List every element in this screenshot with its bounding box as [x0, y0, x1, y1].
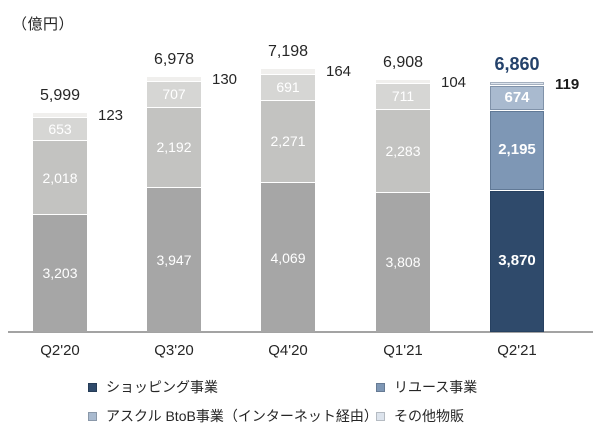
segment-value-label: 2,283 — [385, 142, 421, 159]
segment-value-label: 3,203 — [42, 265, 78, 282]
other-segment-value-label: 164 — [326, 63, 352, 81]
legend: ショッピング事業 リユース事業 アスクル BtoB事業（インターネット経由） そ… — [88, 377, 477, 426]
x-axis-label: Q3'20 — [154, 342, 194, 359]
y-axis-unit-label: （億円） — [12, 16, 75, 33]
bar-segment — [261, 69, 315, 76]
other-segment-value-label: 104 — [441, 73, 467, 91]
bar-Q2'21: 674 2,195 3,870 — [490, 81, 544, 332]
segment-value-label: 674 — [504, 88, 530, 106]
bar-segment: 2,271 — [261, 100, 315, 184]
bar-segment: 2,195 — [490, 110, 544, 191]
segment-value-label: 4,069 — [270, 249, 306, 266]
segment-value-label: 3,808 — [385, 254, 421, 271]
bar-segment: 711 — [376, 83, 430, 110]
bar-segment: 3,947 — [147, 187, 201, 332]
bar-segment — [147, 77, 201, 83]
bar-Q3'20: 707 2,192 3,947 — [147, 77, 201, 332]
legend-color-swatch — [376, 382, 385, 392]
segment-value-label: 2,018 — [42, 169, 78, 186]
legend-color-swatch — [88, 382, 97, 392]
other-segment-value-label: 119 — [555, 75, 580, 93]
legend-color-swatch — [376, 411, 385, 421]
segment-value-label: 653 — [48, 120, 72, 137]
bar-segment: 707 — [147, 82, 201, 108]
bar-total-label: 6,908 — [382, 53, 424, 71]
segment-value-label: 2,195 — [498, 141, 536, 159]
bar-total-label: 6,978 — [153, 51, 195, 69]
bar-segment: 2,283 — [376, 109, 430, 193]
legend-label: その他物販 — [394, 408, 464, 424]
bar-segment: 3,808 — [376, 192, 430, 332]
bar-segment: 3,203 — [33, 215, 87, 332]
bar-total-label: 6,860 — [494, 53, 540, 74]
bar-segment: 2,018 — [33, 141, 87, 216]
legend-color-swatch — [88, 411, 97, 421]
x-axis-line — [8, 331, 593, 333]
bar-segment — [490, 81, 544, 86]
other-segment-value-label: 123 — [98, 107, 124, 125]
bar-total-label: 5,999 — [39, 87, 81, 105]
segment-value-label: 2,271 — [270, 133, 306, 150]
legend-item-reuse: リユース事業 — [376, 377, 477, 397]
legend-item-askul-btob: アスクル BtoB事業（インターネット経由） — [88, 406, 378, 426]
bar-segment — [376, 79, 430, 84]
bar-segment: 653 — [33, 117, 87, 142]
segment-value-label: 711 — [391, 88, 415, 105]
bar-segment: 2,192 — [147, 107, 201, 188]
segment-value-label: 691 — [276, 79, 300, 96]
bar-Q4'20: 691 2,271 4,069 — [261, 69, 315, 332]
legend-label: リユース事業 — [394, 379, 478, 395]
bar-segment: 674 — [490, 85, 544, 111]
x-axis-label: Q2'20 — [40, 342, 80, 359]
segment-value-label: 3,870 — [498, 252, 536, 270]
bar-segment — [33, 113, 87, 118]
legend-label: ショッピング事業 — [106, 379, 218, 395]
bar-segment: 691 — [261, 75, 315, 101]
other-segment-value-label: 130 — [212, 71, 238, 89]
segment-value-label: 707 — [162, 86, 186, 103]
legend-label: アスクル BtoB事業（インターネット経由） — [106, 408, 378, 424]
bar-Q1'21: 711 2,283 3,808 — [376, 79, 430, 332]
segment-value-label: 3,947 — [156, 251, 192, 268]
legend-item-shopping: ショッピング事業 — [88, 377, 376, 397]
legend-item-other: その他物販 — [376, 406, 477, 426]
bar-segment: 4,069 — [261, 183, 315, 332]
bar-total-label: 7,198 — [267, 43, 309, 61]
bar-segment: 3,870 — [490, 190, 544, 332]
x-axis-label: Q2'21 — [497, 342, 537, 359]
x-axis-label: Q4'20 — [268, 342, 308, 359]
segment-value-label: 2,192 — [156, 139, 192, 156]
x-axis-label: Q1'21 — [383, 342, 423, 359]
bar-Q2'20: 653 2,018 3,203 — [33, 113, 87, 332]
